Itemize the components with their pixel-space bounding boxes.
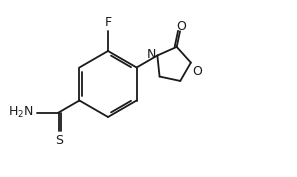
Text: S: S (55, 135, 63, 147)
Text: F: F (105, 16, 112, 29)
Text: O: O (176, 20, 186, 33)
Text: H$_2$N: H$_2$N (8, 105, 34, 120)
Text: N: N (147, 48, 156, 61)
Text: O: O (192, 65, 202, 78)
